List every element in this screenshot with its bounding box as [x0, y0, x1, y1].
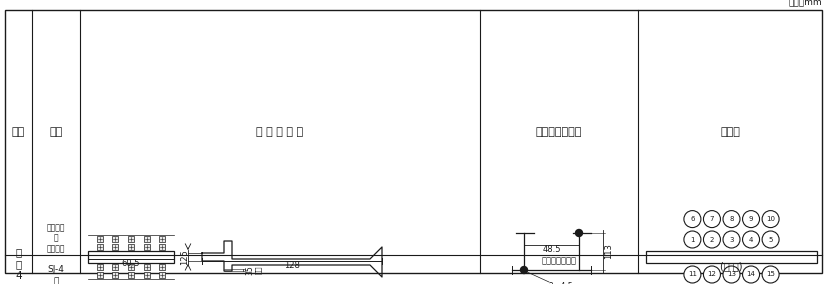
Bar	[143, 272, 149, 278]
Bar	[159, 272, 165, 278]
Text: 1: 1	[690, 237, 694, 243]
Circle shape	[761, 231, 778, 248]
Text: SJ-4: SJ-4	[47, 265, 65, 274]
Bar	[128, 244, 134, 250]
Bar	[113, 272, 118, 278]
Text: 2-φ4.5: 2-φ4.5	[548, 282, 573, 284]
Circle shape	[742, 211, 758, 227]
Circle shape	[761, 211, 778, 227]
Text: 附
图
4: 附 图 4	[15, 247, 22, 281]
Text: 图号: 图号	[12, 128, 25, 137]
Bar	[143, 264, 149, 270]
Text: 单位：mm: 单位：mm	[787, 0, 821, 7]
Text: 3: 3	[729, 237, 733, 243]
Bar	[143, 244, 149, 250]
Text: 11: 11	[687, 272, 696, 277]
Text: 128: 128	[284, 260, 300, 270]
Text: 4: 4	[748, 237, 753, 243]
Text: (正 视): (正 视)	[720, 261, 742, 271]
Text: 10: 10	[765, 216, 774, 222]
Bar	[143, 236, 149, 242]
Text: 7: 7	[709, 216, 714, 222]
Bar	[113, 264, 118, 270]
Text: 125: 125	[181, 249, 190, 265]
Bar	[159, 264, 165, 270]
Text: 外 形 尺 寸 图: 外 形 尺 寸 图	[256, 128, 303, 137]
Bar	[159, 244, 165, 250]
Circle shape	[722, 266, 739, 283]
Text: 35: 35	[245, 265, 254, 275]
Text: 14: 14	[746, 272, 754, 277]
Text: 9: 9	[748, 216, 753, 222]
Circle shape	[520, 266, 527, 273]
Text: 13: 13	[726, 272, 735, 277]
Bar	[645, 251, 816, 263]
Text: 凸
出
式
前
接
线: 凸 出 式 前 接 线	[53, 277, 59, 284]
Circle shape	[761, 266, 778, 283]
Text: 15: 15	[765, 272, 774, 277]
Bar	[128, 272, 134, 278]
Circle shape	[575, 229, 582, 237]
Bar	[97, 264, 103, 270]
Text: 螺钉安装开孔图: 螺钉安装开孔图	[541, 256, 575, 265]
Text: 5: 5	[768, 237, 772, 243]
Text: 60.5: 60.5	[122, 258, 140, 268]
Bar	[113, 236, 118, 242]
Circle shape	[683, 266, 700, 283]
Text: 卡轨: 卡轨	[254, 266, 261, 274]
Circle shape	[683, 231, 700, 248]
Bar	[159, 236, 165, 242]
Text: 113: 113	[604, 244, 613, 260]
Text: 端子图: 端子图	[720, 128, 739, 137]
Text: 安装开孔尺孔图: 安装开孔尺孔图	[535, 128, 581, 137]
Text: 6: 6	[690, 216, 694, 222]
Bar	[97, 244, 103, 250]
Circle shape	[683, 211, 700, 227]
Bar	[97, 236, 103, 242]
Circle shape	[703, 266, 720, 283]
Text: 8: 8	[729, 216, 733, 222]
Text: 48.5: 48.5	[542, 245, 560, 254]
Circle shape	[742, 231, 758, 248]
Bar	[128, 236, 134, 242]
Text: 2: 2	[709, 237, 713, 243]
Circle shape	[703, 211, 720, 227]
Bar	[97, 272, 103, 278]
Bar	[128, 264, 134, 270]
Circle shape	[742, 266, 758, 283]
Circle shape	[703, 231, 720, 248]
Text: 卡轨安装
或
螺钉安装: 卡轨安装 或 螺钉安装	[46, 223, 65, 253]
Text: 结构: 结构	[50, 128, 63, 137]
Bar	[88, 251, 174, 263]
Circle shape	[722, 231, 739, 248]
Text: 12: 12	[706, 272, 715, 277]
Bar	[113, 244, 118, 250]
Circle shape	[722, 211, 739, 227]
